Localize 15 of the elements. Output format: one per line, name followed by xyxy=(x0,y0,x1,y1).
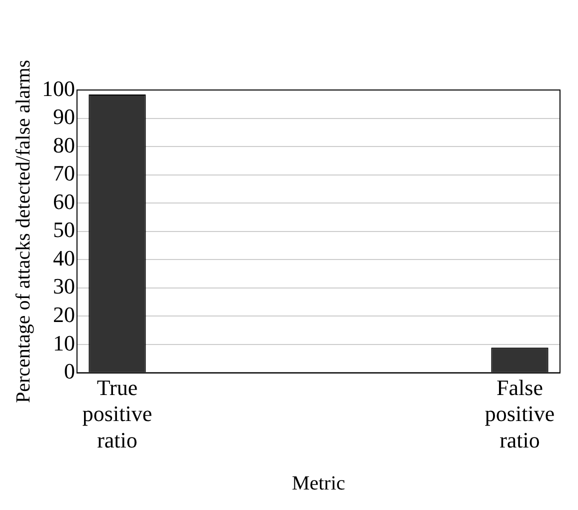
y-tick-label: 10 xyxy=(53,330,75,356)
y-tick-label: 60 xyxy=(53,188,75,214)
x-tick-label: True positive ratio xyxy=(82,374,152,453)
y-tick-label: 50 xyxy=(53,217,75,242)
y-tick-label: 20 xyxy=(53,302,75,328)
x-axis-title: Metric xyxy=(292,472,346,494)
y-tick-label: 30 xyxy=(53,274,75,299)
y-axis-title: Percentage of attacks detected/false alarms xyxy=(12,60,34,403)
y-tick-label: 0 xyxy=(64,358,75,384)
y-tick-label: 70 xyxy=(53,160,75,186)
x-tick-label: False positive ratio xyxy=(484,374,555,453)
y-tick-label: 40 xyxy=(53,245,75,270)
y-tick-label: 90 xyxy=(53,104,75,130)
y-tick-label: 80 xyxy=(53,132,75,158)
y-tick-label: 100 xyxy=(42,76,75,101)
